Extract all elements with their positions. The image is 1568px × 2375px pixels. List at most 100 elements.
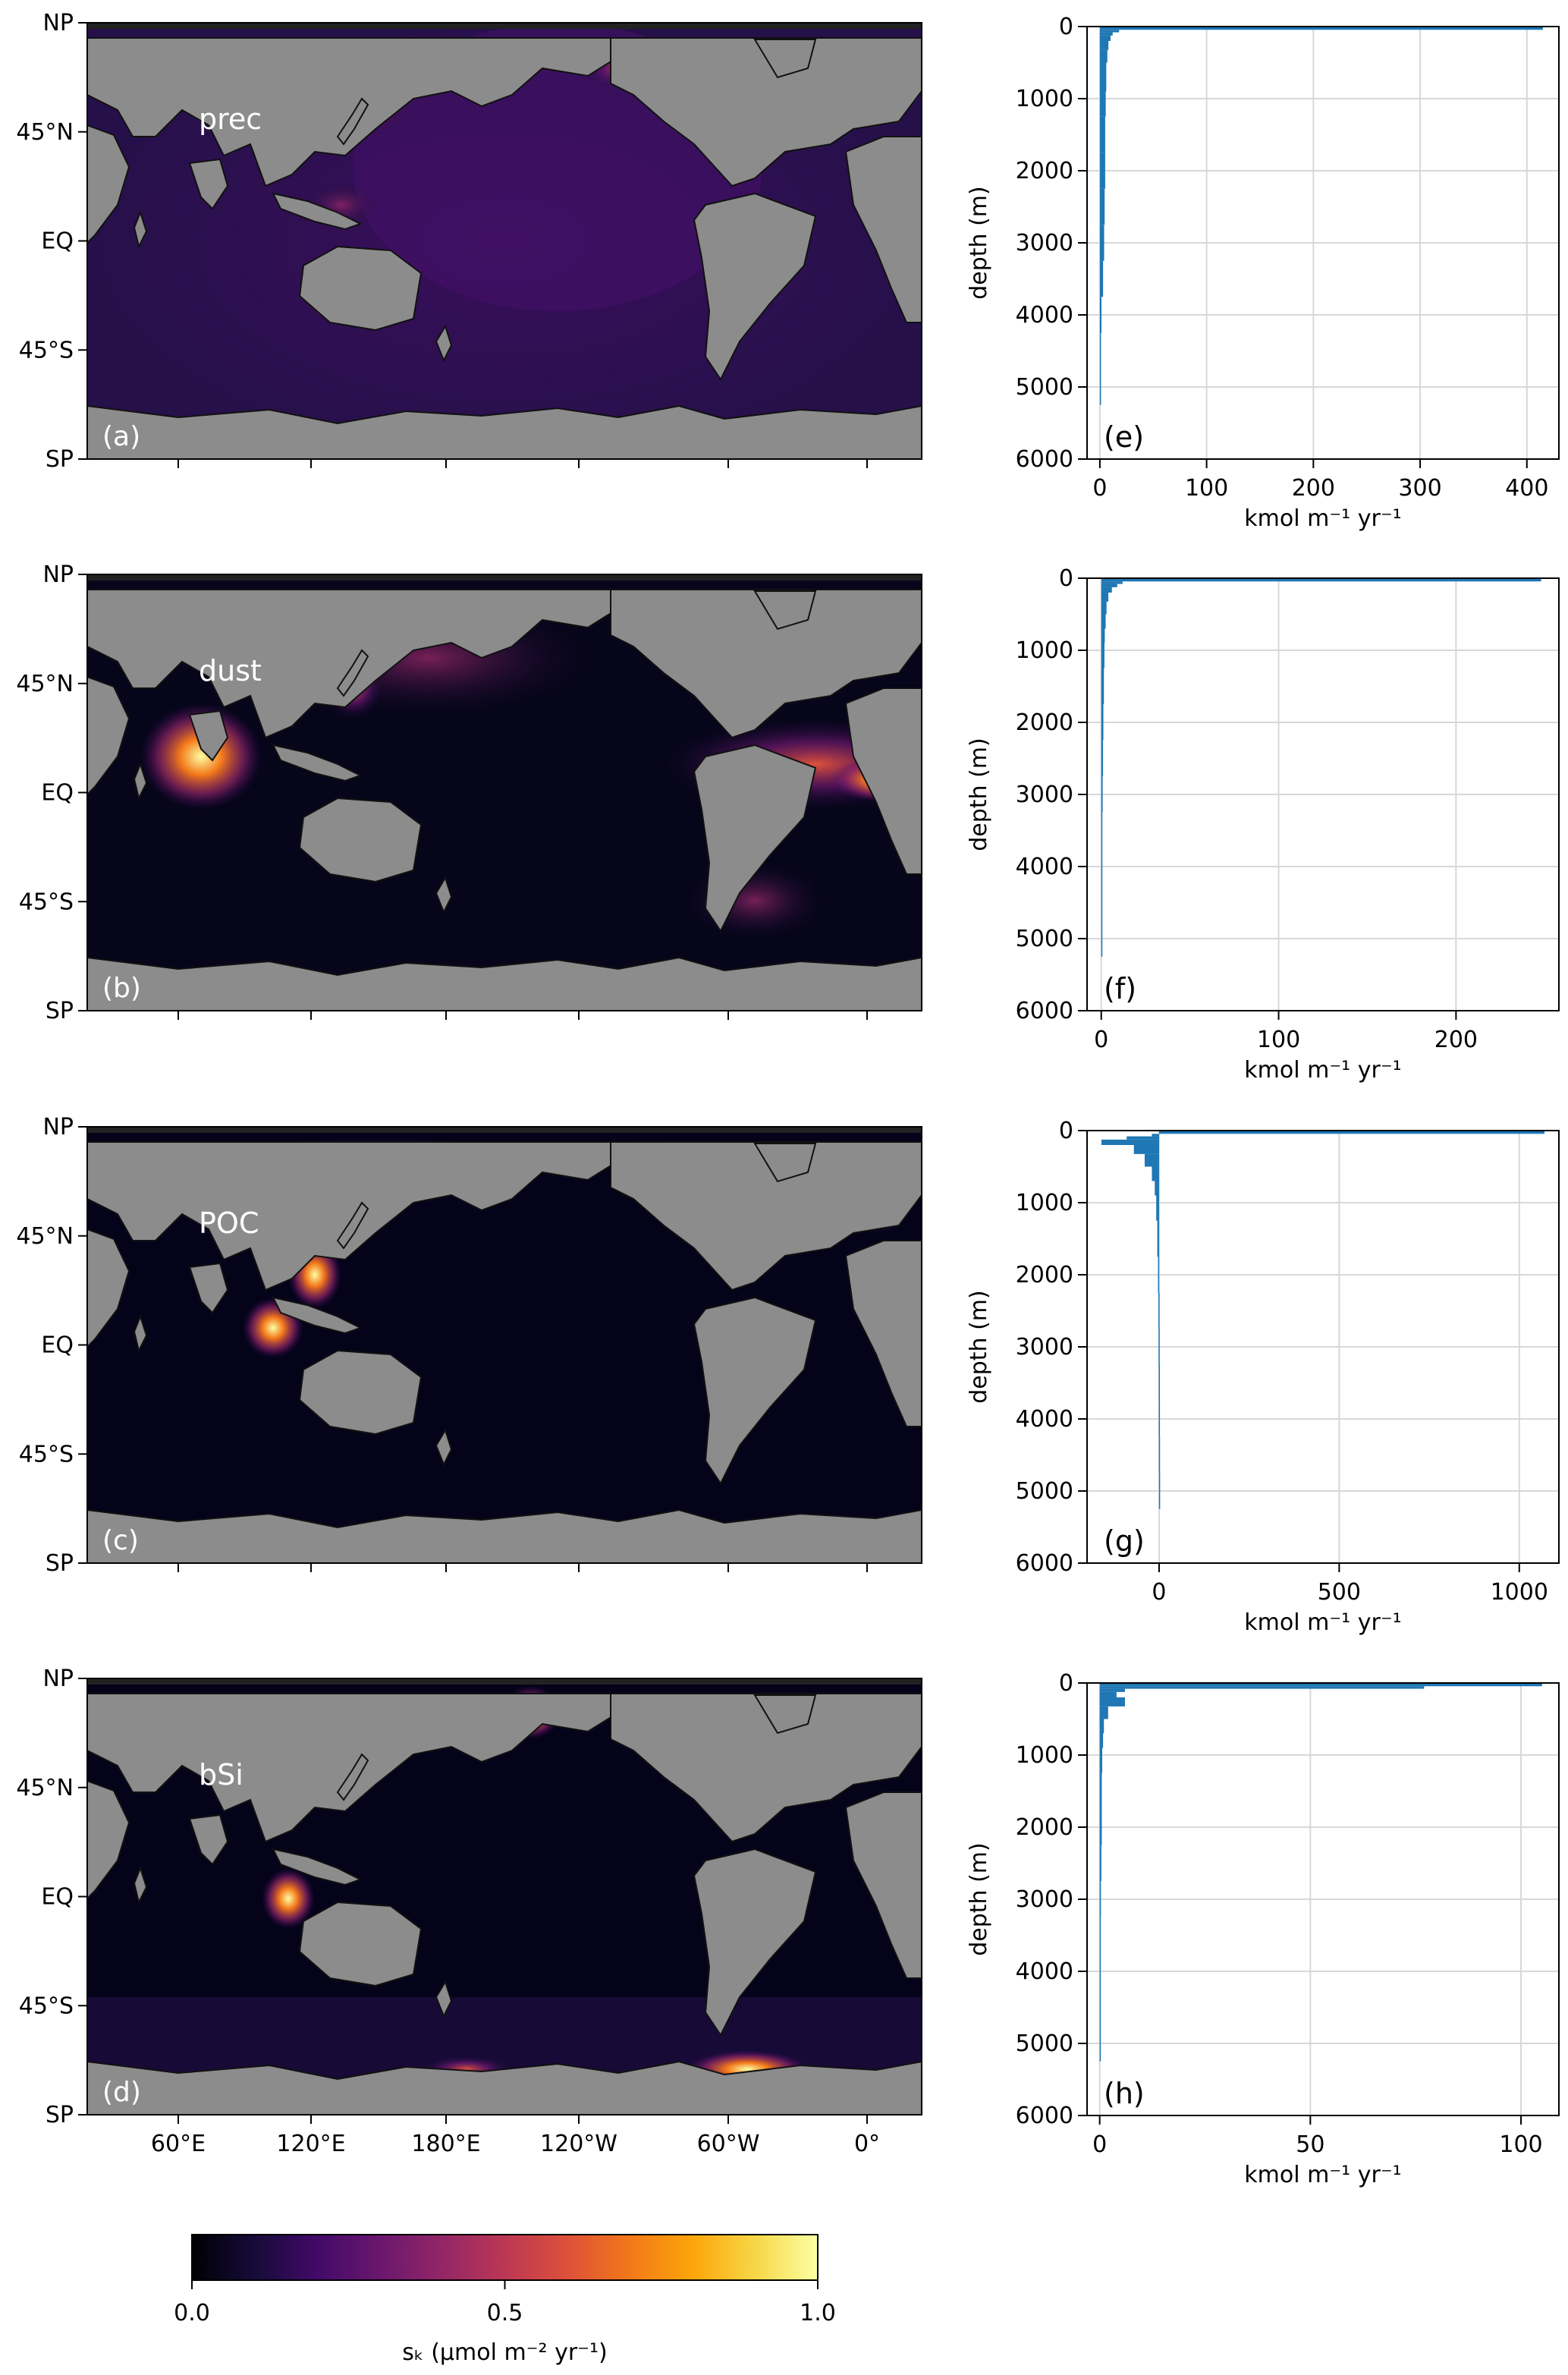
y-tick-label: 4000 [1016, 1958, 1073, 1985]
profile-bar [1099, 1719, 1105, 1734]
profile-bar [1099, 1688, 1125, 1692]
map-labels: (a) prec (b) dust (c) POC (d) bSi [102, 102, 262, 2108]
profile-bar [1152, 1134, 1159, 1137]
profile-bar [1101, 812, 1103, 849]
profile-panel-label: (g) [1104, 1524, 1145, 1558]
profile-bar [1101, 587, 1112, 593]
profile-bar [1158, 1329, 1160, 1365]
lon-tick-label: 120°W [540, 2131, 617, 2157]
lat-tick-label: 45°S [19, 889, 74, 915]
profile-bar [1157, 1220, 1159, 1257]
x-tick-label: 0 [1092, 475, 1107, 502]
y-tick-label: 2000 [1016, 1814, 1073, 1841]
lat-tick-label: 45°S [19, 1441, 74, 1467]
profile-bar [1099, 1953, 1101, 1990]
profile-bar [1101, 740, 1104, 777]
lat-tick-label: 45°N [16, 671, 74, 697]
profile-bar [1127, 1136, 1159, 1140]
profile-bar [1099, 41, 1109, 50]
profile-bar [1101, 578, 1541, 582]
y-tick-label: 1000 [1016, 637, 1073, 664]
y-tick-label: 2000 [1016, 158, 1073, 184]
y-tick-label: 6000 [1016, 998, 1073, 1024]
map-axes: NP 45°N EQ 45°S SP NP 45°N EQ 45°S SP NP 45°N EQ 45°S… [16, 10, 880, 2157]
y-tick-label: 1000 [1016, 1742, 1073, 1769]
profile-bar [1158, 1473, 1161, 1509]
lat-tick-label: NP [42, 1666, 74, 1692]
colorbar-gradient [191, 2234, 819, 2281]
lat-tick-label: SP [46, 2102, 74, 2128]
x-axis-label: kmol m⁻¹ yr⁻¹ [1244, 505, 1401, 532]
y-tick-label: 4000 [1016, 854, 1073, 880]
profile-bar [1101, 584, 1117, 587]
profile-bar [1099, 35, 1111, 41]
tracer-label: dust [199, 654, 262, 687]
map-panel-label: (b) [102, 973, 141, 1004]
tracer-label: bSi [199, 1758, 244, 1791]
profile-bar [1099, 1686, 1425, 1689]
profile-bar [1156, 1195, 1159, 1221]
lat-tick-label: 45°N [16, 119, 74, 146]
profile-bar [1158, 1364, 1160, 1401]
map-panel-label: (c) [102, 1525, 139, 1556]
profile-bar [1099, 369, 1101, 405]
x-tick-label: 300 [1398, 475, 1441, 502]
profile-bar [1099, 1697, 1125, 1707]
profile-bar [1099, 2025, 1101, 2062]
profile-bar [1101, 593, 1109, 602]
profile-bar [1101, 848, 1103, 885]
colorbar-tick-2: 1.0 [800, 2300, 836, 2326]
lon-tick-label: 0° [854, 2131, 880, 2157]
lat-tick-label: EQ [41, 228, 74, 255]
profile-bar [1099, 1683, 1542, 1687]
profile-bar [1101, 704, 1104, 741]
x-tick-label: 200 [1292, 475, 1335, 502]
y-axis-label: depth (m) [966, 738, 992, 851]
profile-bar [1099, 1881, 1101, 1917]
y-tick-label: 5000 [1016, 374, 1073, 401]
profile-bar [1133, 1145, 1159, 1154]
colorbar: 0.0 0.5 1.0 sₖ (μmol m⁻² yr⁻¹) [174, 2234, 836, 2366]
lon-tick-label: 180°E [411, 2131, 480, 2157]
lat-tick-label: 45°N [16, 1775, 74, 1801]
map-panel-b [86, 574, 922, 1011]
profile-bar [1099, 1773, 1102, 1810]
profile-bar [1099, 332, 1101, 370]
y-tick-label: 3000 [1016, 230, 1073, 256]
profile-bar [1099, 1706, 1108, 1719]
x-tick-label: 1000 [1491, 1579, 1548, 1606]
y-tick-label: 5000 [1016, 2031, 1073, 2057]
y-tick-label: 6000 [1016, 1550, 1073, 1577]
y-tick-label: 3000 [1016, 1334, 1073, 1361]
x-axis-label: kmol m⁻¹ yr⁻¹ [1244, 2162, 1401, 2188]
profile-bar [1099, 49, 1108, 63]
x-tick-label: 0 [1094, 1027, 1108, 1053]
profile-bar [1099, 91, 1106, 117]
profile-bar [1101, 628, 1105, 643]
map-panel-c [86, 1126, 922, 1564]
profile-bar [1099, 30, 1120, 33]
profile-bar [1158, 1131, 1545, 1134]
y-tick-label: 0 [1059, 1670, 1073, 1697]
y-tick-label: 1000 [1016, 1190, 1073, 1216]
y-tick-label: 3000 [1016, 1886, 1073, 1913]
lat-tick-label: EQ [41, 780, 74, 807]
colorbar-tick-1: 0.5 [487, 2300, 523, 2326]
profile-bar [1099, 77, 1107, 92]
y-tick-label: 6000 [1016, 2103, 1073, 2129]
profile-bar [1152, 1166, 1159, 1181]
profile-bar [1099, 116, 1105, 153]
profile-bar [1158, 1436, 1161, 1474]
y-tick-label: 5000 [1016, 1478, 1073, 1505]
profile-chart-e: 0 100 200 300 4000100020003000400050006000km… [966, 14, 1560, 532]
profile-bar [1101, 601, 1107, 615]
profiles: 0 100 200 300 4000100020003000400050006000km… [966, 14, 1560, 2188]
x-tick-label: 100 [1185, 475, 1228, 502]
x-tick-label: 500 [1318, 1579, 1361, 1606]
colorbar-tick-0: 0.0 [174, 2300, 210, 2326]
x-tick-label: 100 [1499, 2131, 1542, 2158]
lat-tick-label: EQ [41, 1332, 74, 1359]
